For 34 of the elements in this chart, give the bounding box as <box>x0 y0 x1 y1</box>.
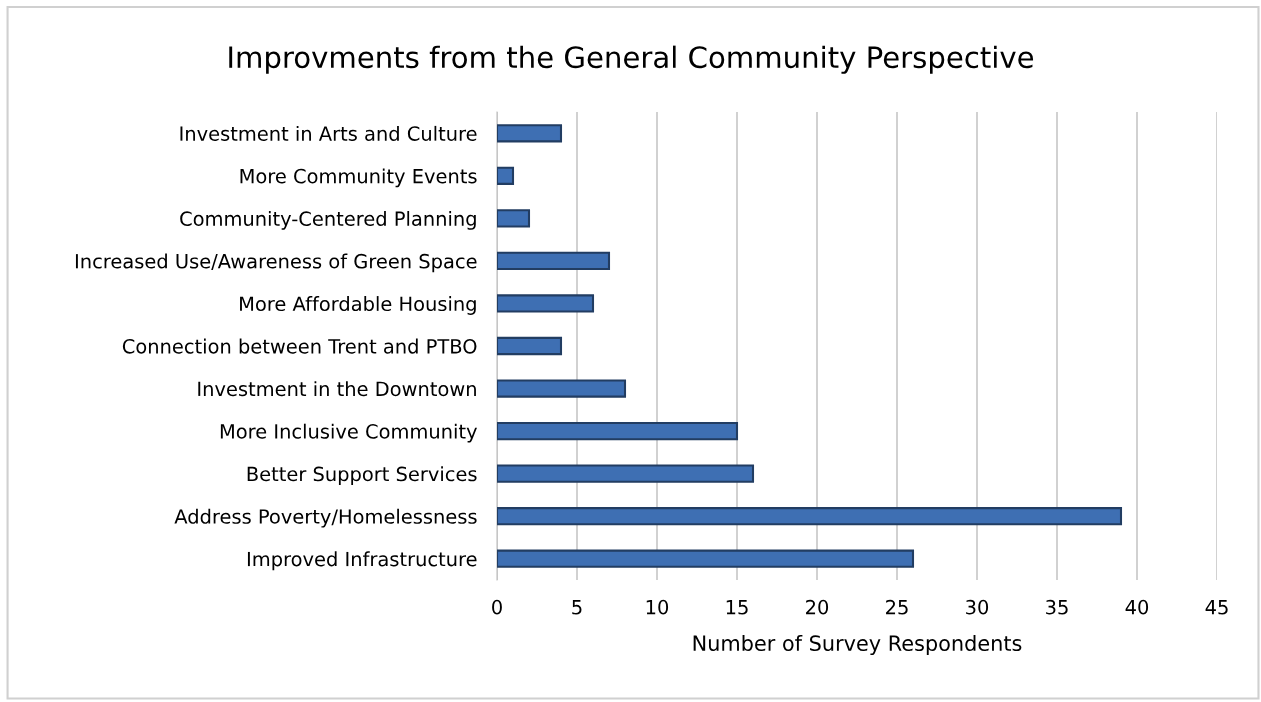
y-tick-label: More Community Events <box>240 168 477 188</box>
bar <box>497 421 739 441</box>
x-tick-label: 20 <box>806 599 829 615</box>
x-tick-label: 45 <box>1205 600 1228 615</box>
x-tick-label: 30 <box>966 599 989 615</box>
bar <box>497 166 515 185</box>
bar <box>497 124 563 143</box>
y-tick-label: Investment in the Downtown <box>198 381 476 397</box>
bar <box>497 209 531 228</box>
x-tick-label: 40 <box>1125 599 1149 615</box>
x-tick-label: 0 <box>492 599 502 615</box>
y-tick-label: More Affordable Housing <box>240 296 476 315</box>
y-tick-label: Improved Infrastructure <box>247 551 477 571</box>
bar <box>497 379 627 398</box>
y-tick-label: Investment in Arts and Culture <box>180 125 477 141</box>
bar <box>497 549 915 568</box>
x-axis-title: Number of Survey Respondents <box>693 634 1022 656</box>
y-tick-label: Increased Use/Awareness of Green Space <box>75 253 477 273</box>
y-tick-label: Address Poverty/Homelessness <box>174 508 477 528</box>
bar <box>497 294 595 313</box>
y-tick-label: Community-Centered Planning <box>180 210 476 230</box>
x-tick-label: 5 <box>572 600 582 615</box>
x-tick-label: 35 <box>1046 599 1068 615</box>
chart-title: Improvments from the General Community Perspective <box>229 45 1034 74</box>
x-tick-label: 25 <box>886 599 908 615</box>
bar <box>497 336 563 356</box>
y-tick-label: More Inclusive Community <box>220 423 477 443</box>
bar <box>497 251 611 271</box>
bar <box>497 464 755 483</box>
y-tick-label: Connection between Trent and PTBO <box>122 338 477 354</box>
x-tick-label: 10 <box>646 599 669 615</box>
y-tick-label: Better Support Services <box>247 466 477 486</box>
x-tick-label: 15 <box>726 600 748 615</box>
bar <box>497 507 1123 526</box>
